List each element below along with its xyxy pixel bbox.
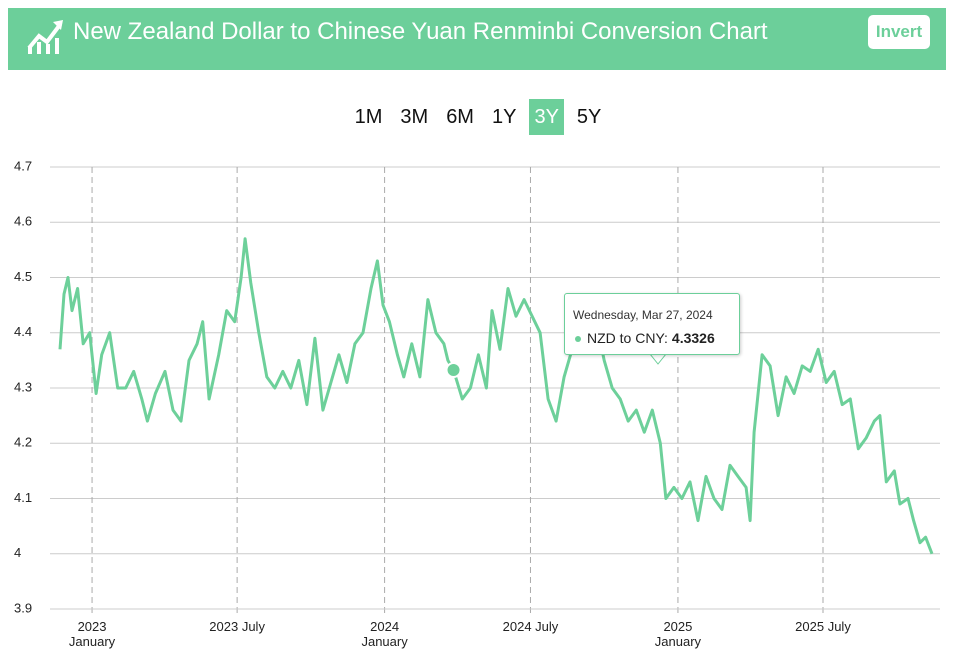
chart-icon	[27, 20, 63, 54]
y-tick-label: 4.4	[14, 324, 32, 339]
range-button[interactable]: 5Y	[576, 106, 602, 128]
range-button[interactable]: 6M	[446, 106, 474, 128]
tooltip: Wednesday, Mar 27, 2024 NZD to CNY: 4.332…	[564, 293, 740, 355]
header: New Zealand Dollar to Chinese Yuan Renmi…	[8, 8, 946, 70]
hover-point	[445, 361, 462, 378]
tooltip-row: NZD to CNY: 4.3326	[575, 330, 715, 346]
tooltip-date: Wednesday, Mar 27, 2024	[573, 308, 713, 322]
y-tick-label: 4	[14, 545, 21, 560]
x-tick-label: 2025 January	[654, 619, 702, 649]
x-tick-label: 2023 January	[68, 619, 116, 649]
y-tick-label: 4.5	[14, 269, 32, 284]
x-tick-label: 2025 July	[795, 619, 851, 634]
invert-button[interactable]: Invert	[868, 15, 930, 49]
y-tick-label: 4.2	[14, 435, 32, 450]
tooltip-value: 4.3326	[671, 330, 715, 346]
tooltip-label: NZD to CNY:	[587, 330, 668, 346]
y-tick-label: 4.6	[14, 214, 32, 229]
range-button[interactable]: 1Y	[491, 106, 517, 128]
x-tick-label: 2023 July	[209, 619, 265, 634]
y-tick-label: 4.7	[14, 158, 32, 173]
x-tick-label: 2024 January	[361, 619, 408, 649]
x-tick-label: 2024 July	[502, 619, 559, 634]
line-series	[58, 237, 934, 555]
y-tick-label: 4.3	[14, 379, 32, 394]
range-button[interactable]: 3Y	[529, 99, 564, 135]
tooltip-pointer	[648, 353, 668, 365]
range-selector: 1M 3M 6M 1Y 3Y 5Y	[0, 99, 956, 135]
y-tick-label: 3.9	[14, 600, 32, 615]
range-button[interactable]: 3M	[400, 106, 429, 128]
y-tick-label: 4.1	[14, 490, 32, 505]
range-button[interactable]: 1M	[354, 106, 383, 128]
title: New Zealand Dollar to Chinese Yuan Renmi…	[73, 18, 768, 45]
